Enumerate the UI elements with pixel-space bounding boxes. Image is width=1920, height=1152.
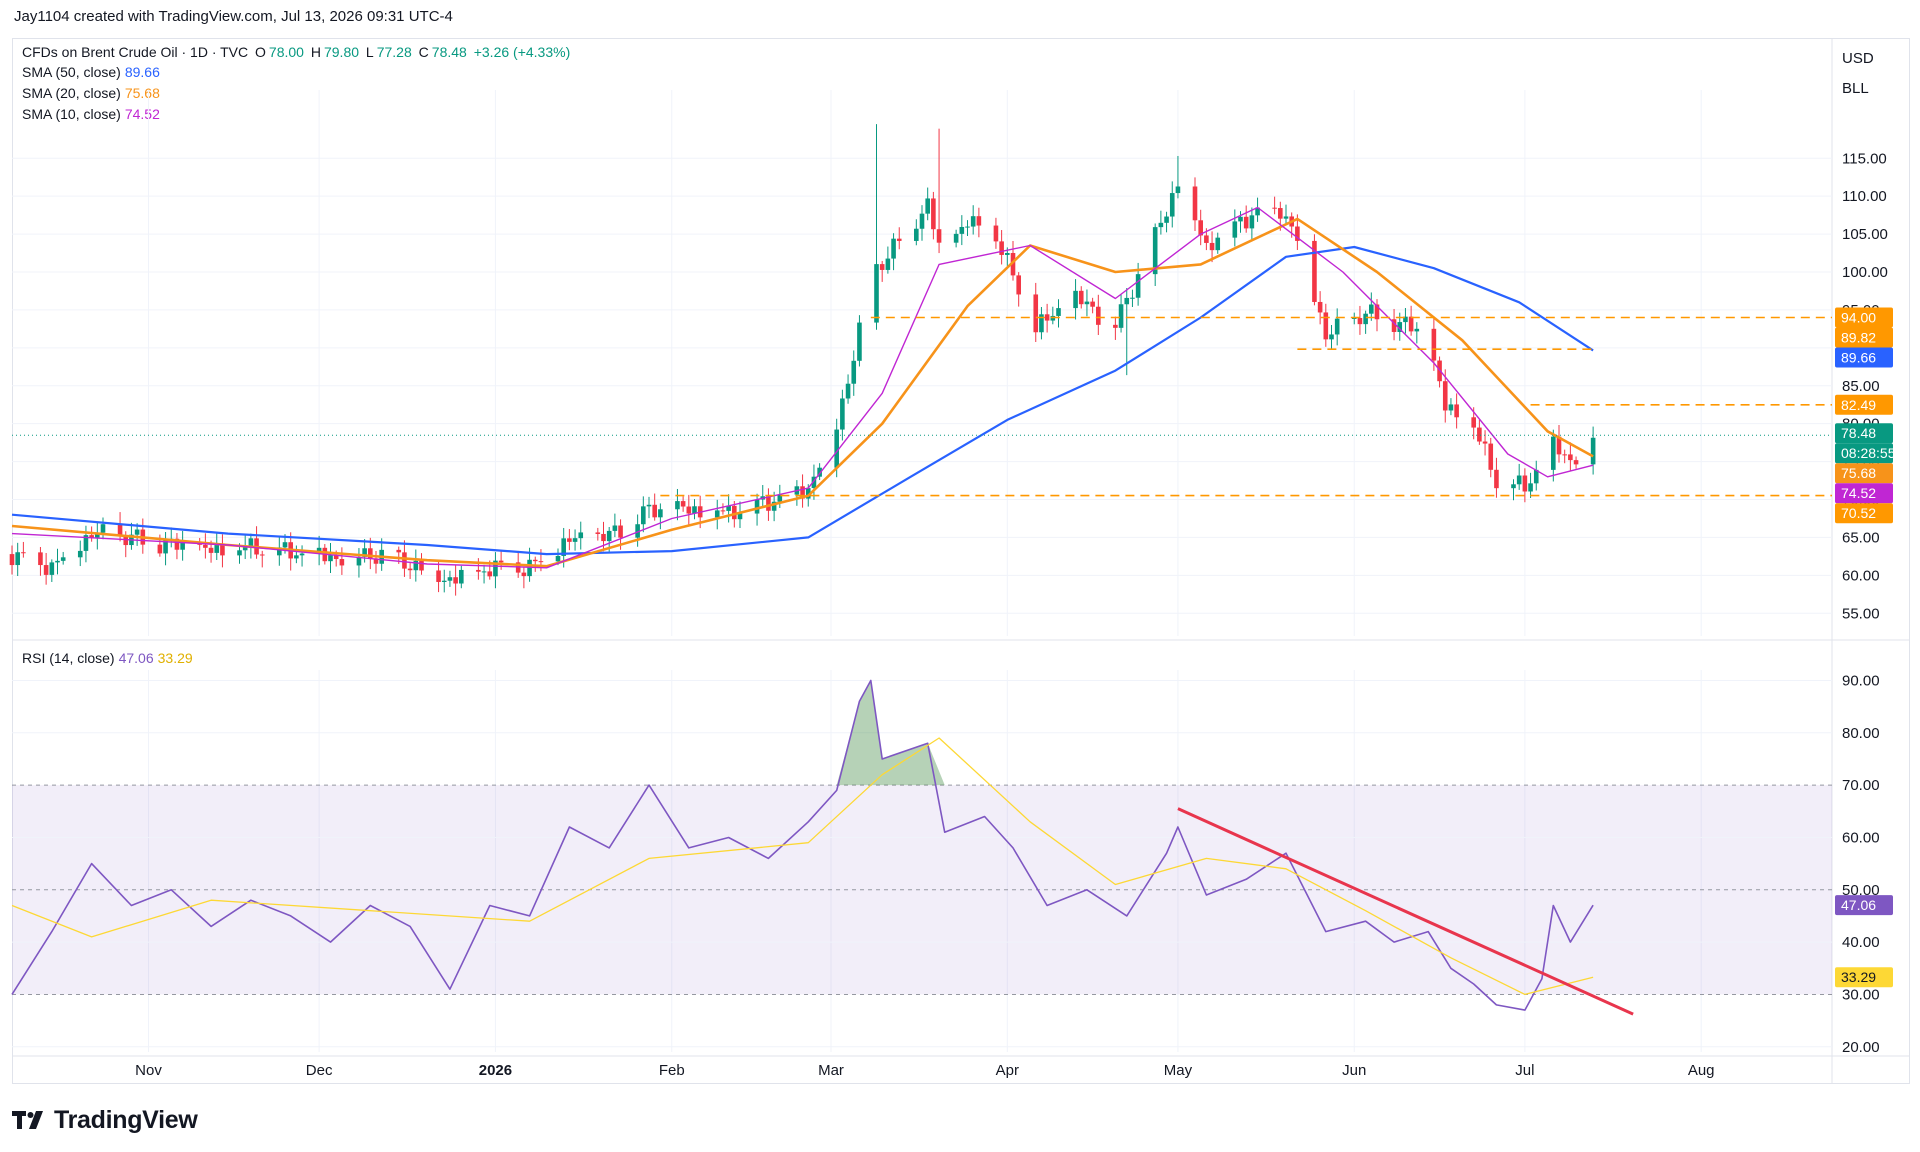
attribution-header: Jay1104 created with TradingView.com, Ju… — [14, 8, 453, 25]
close-value: 78.48 — [431, 44, 467, 60]
high-label: H — [310, 44, 321, 60]
sma50-legend-label[interactable]: SMA (50, close) — [22, 64, 121, 80]
chart-frame — [12, 38, 1910, 1084]
open-label: O — [255, 44, 266, 60]
rsi-legend-value: 47.06 — [118, 650, 154, 666]
symbol-title[interactable]: CFDs on Brent Crude Oil · 1D · TVC — [22, 44, 249, 60]
low-label: L — [365, 44, 374, 60]
high-value: 79.80 — [323, 44, 360, 60]
low-value: 77.28 — [376, 44, 412, 60]
tradingview-brand[interactable]: TradingView — [12, 1104, 198, 1136]
sma10-legend-value: 74.52 — [124, 106, 160, 122]
currency-unit-selector[interactable]: USD BLL — [1828, 44, 1898, 104]
sma10-legend-label[interactable]: SMA (10, close) — [22, 106, 121, 122]
rsi-legend[interactable]: RSI (14, close) 47.06 33.29 — [22, 650, 193, 666]
rsi-ma-legend-value: 33.29 — [157, 650, 193, 666]
tradingview-logo-icon — [12, 1111, 43, 1129]
sma20-legend-label[interactable]: SMA (20, close) — [22, 85, 121, 101]
sma10-legend[interactable]: SMA (10, close) 74.52 — [22, 106, 160, 122]
open-value: 78.00 — [268, 44, 304, 60]
sma50-legend-value: 89.66 — [124, 64, 160, 80]
sma20-legend[interactable]: SMA (20, close) 75.68 — [22, 85, 160, 101]
sma20-legend-value: 75.68 — [124, 85, 160, 101]
brand-name: TradingView — [54, 1105, 198, 1134]
sma50-legend[interactable]: SMA (50, close) 89.66 — [22, 64, 160, 80]
symbol-legend[interactable]: CFDs on Brent Crude Oil · 1D · TVC O 78.0… — [22, 44, 573, 60]
change-value: +3.26 (+4.33%) — [473, 44, 571, 60]
unit-label[interactable]: BLL — [1842, 80, 1869, 97]
close-label: C — [418, 44, 429, 60]
rsi-legend-label[interactable]: RSI (14, close) — [22, 650, 115, 666]
currency-label[interactable]: USD — [1842, 50, 1874, 67]
